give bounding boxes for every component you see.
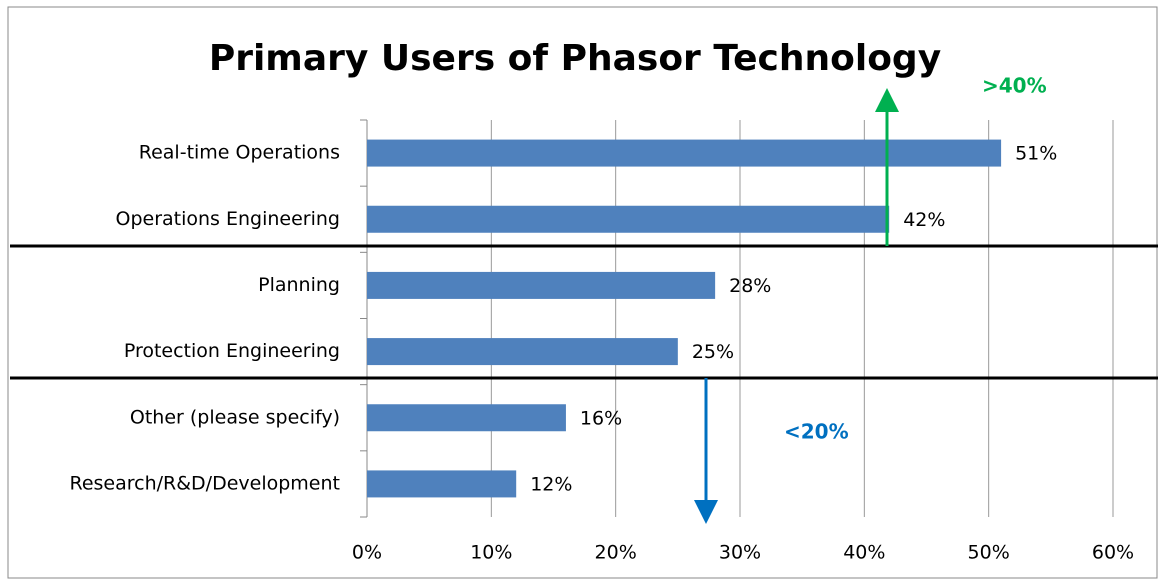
y-tick-label: Research/R&D/Development (69, 472, 340, 494)
y-tick-label: Planning (258, 274, 340, 296)
x-tick-label: 30% (719, 542, 761, 564)
x-tick-label: 0% (352, 542, 382, 564)
x-tick-label: 10% (470, 542, 512, 564)
bar (367, 470, 517, 498)
chart-frame (7, 6, 1158, 579)
value-label: 12% (530, 473, 572, 495)
value-label: 25% (692, 341, 734, 363)
y-tick-label: Operations Engineering (116, 208, 341, 230)
value-label: 28% (729, 275, 771, 297)
value-label: 51% (1015, 143, 1057, 165)
x-tick-label: 20% (595, 542, 637, 564)
x-tick-label: 50% (968, 542, 1010, 564)
y-tick-label: Other (please specify) (130, 406, 340, 428)
y-tick-label: Real-time Operations (139, 142, 340, 164)
bar (367, 139, 1002, 167)
chart-title: Primary Users of Phasor Technology (209, 38, 941, 79)
x-tick-label: 40% (843, 542, 885, 564)
x-tick-label: 60% (1092, 542, 1134, 564)
value-label: 16% (580, 407, 622, 429)
bar (367, 404, 566, 432)
value-label: 42% (903, 209, 945, 231)
annotation: >40% (982, 74, 1047, 98)
bar (367, 205, 890, 233)
annotation: <20% (784, 420, 849, 444)
bar (367, 338, 678, 366)
y-tick-label: Protection Engineering (124, 340, 340, 362)
bar (367, 271, 716, 299)
